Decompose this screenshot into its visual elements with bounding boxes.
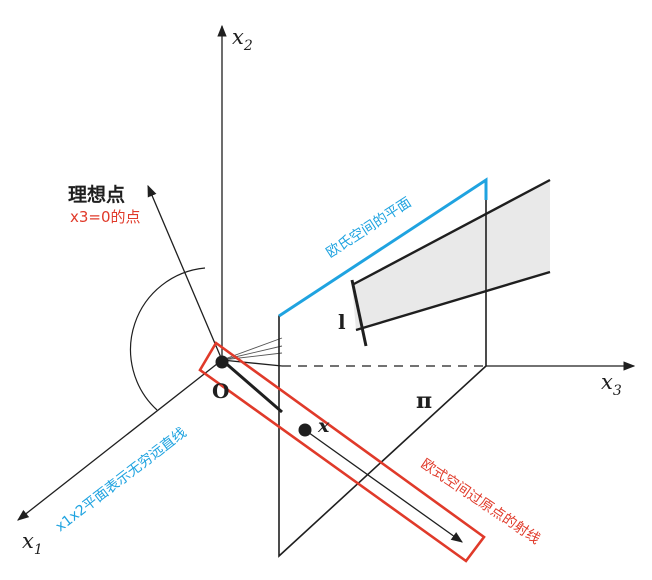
euclidean-plane-note: 欧氏空间的平面 [323, 195, 414, 262]
line-l-segment [350, 279, 368, 347]
cone-wedge [352, 180, 550, 330]
axis-x3-front [221, 359, 283, 367]
ideal-point-arrow [147, 184, 223, 361]
axis-x1-label: x1 [22, 529, 43, 558]
point-x-label: x [317, 415, 330, 437]
line-l-label: l [338, 310, 346, 334]
ray-segment-thick [221, 358, 283, 414]
ideal-point-note: x3=0的点 [70, 208, 141, 226]
origin-point [215, 355, 229, 369]
cone-lower-edge [355, 270, 551, 332]
euclidean-plane-edge [278, 177, 488, 318]
axis-x1 [17, 359, 223, 521]
plane-pi-label: π [416, 388, 432, 414]
point-x [298, 423, 312, 437]
ray-origin-2 [221, 345, 283, 361]
cone-upper-edge [351, 178, 551, 287]
ray-through-x [304, 429, 463, 543]
origin-label: O [212, 379, 229, 403]
axis-x3-label: x3 [601, 370, 622, 399]
ray-origin-3 [221, 352, 283, 361]
line-at-infinity-note: x1x2平面表示无穷远直线 [52, 424, 190, 535]
ray-origin-1 [221, 337, 283, 361]
ideal-point-label: 理想点 [68, 183, 125, 206]
ray-highlight-box [198, 341, 486, 563]
angle-arc [129, 267, 206, 411]
axis-x2-label: x2 [232, 25, 253, 54]
